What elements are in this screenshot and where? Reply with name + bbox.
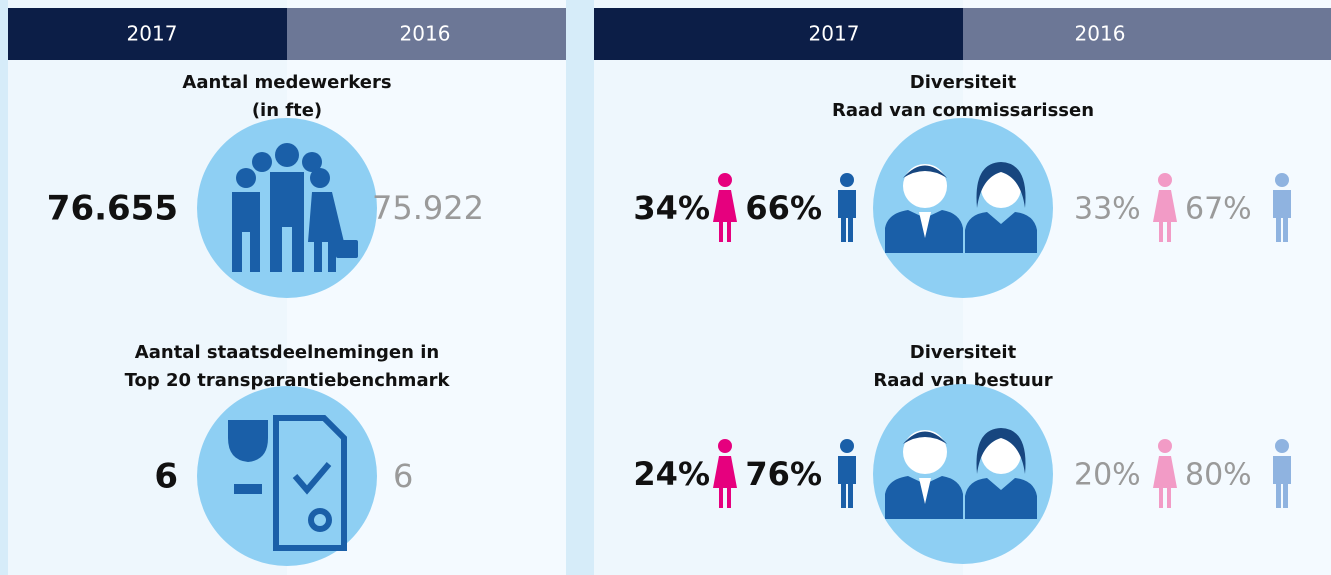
title: Raad van commissarissen — [832, 100, 1094, 121]
circle — [873, 118, 1053, 298]
men-2016: 80% — [1185, 458, 1252, 493]
title: Aantal medewerkers — [182, 72, 391, 93]
year: 2017 — [809, 22, 860, 46]
men-2017: 66% — [745, 189, 822, 227]
men-2017: 76% — [745, 455, 822, 493]
title: Aantal staatsdeelnemingen in — [135, 342, 439, 363]
value-2017: 76.655 — [47, 189, 178, 229]
certificate-icon — [273, 415, 347, 551]
men-2016: 67% — [1185, 192, 1252, 227]
women-2016: 20% — [1074, 458, 1141, 493]
title: (in fte) — [252, 100, 322, 121]
header-2017 — [594, 8, 963, 60]
circle — [873, 384, 1053, 564]
value-2016: 6 — [393, 457, 413, 495]
value-2016: 75.922 — [372, 189, 484, 227]
women-2016: 33% — [1074, 192, 1141, 227]
title: Diversiteit — [910, 72, 1017, 93]
year: 2017 — [127, 22, 178, 46]
title: Raad van bestuur — [873, 370, 1052, 391]
value-2017: 6 — [154, 457, 178, 497]
year: 2016 — [400, 22, 451, 46]
people-icon — [232, 143, 358, 272]
title: Top 20 transparantiebenchmark — [125, 370, 451, 391]
title: Diversiteit — [910, 342, 1017, 363]
circle — [197, 386, 377, 566]
women-2017: 34% — [633, 189, 710, 227]
header-2016 — [963, 8, 1331, 60]
women-2017: 24% — [633, 455, 710, 493]
header-2017 — [8, 8, 287, 60]
year: 2016 — [1075, 22, 1126, 46]
trophy-icon — [228, 420, 268, 494]
header-2016 — [287, 8, 566, 60]
